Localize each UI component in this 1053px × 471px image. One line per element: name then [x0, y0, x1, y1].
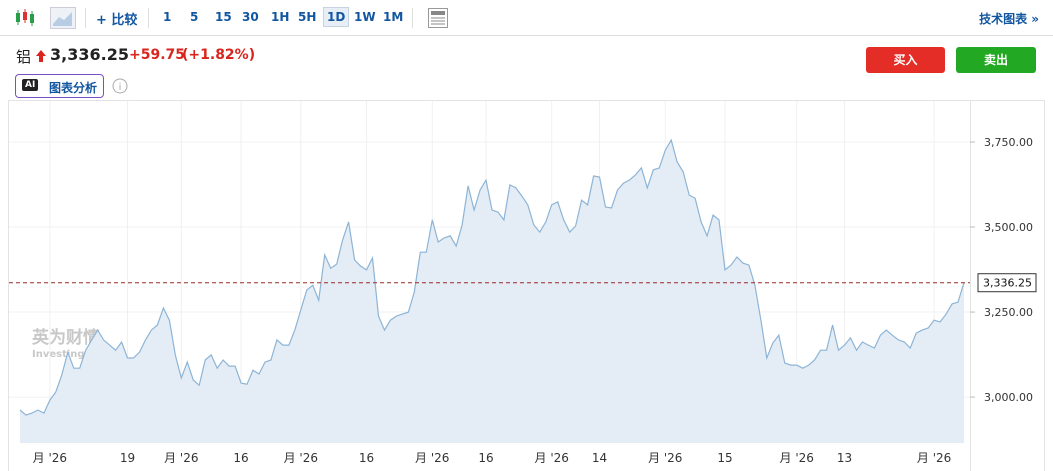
x-tick-label: 月 '26: [33, 451, 67, 465]
interval-button[interactable]: 1W: [354, 10, 376, 24]
info-icon[interactable]: i: [112, 78, 128, 94]
x-tick-label: 月 '26: [164, 451, 198, 465]
area-icon[interactable]: [50, 7, 76, 29]
interval-button[interactable]: 1H: [271, 10, 290, 24]
ai-analysis-button[interactable]: AI 图表分析: [15, 74, 104, 98]
watermark-en: Investing.com: [32, 349, 112, 360]
area-line: [19, 138, 965, 416]
y-tick-label: 3,250.00: [984, 306, 1033, 319]
price: 3,336.25: [50, 45, 129, 64]
x-tick-label: 19: [120, 451, 135, 465]
toolbar-border: [0, 35, 1053, 36]
change-pct: (+1.82%): [182, 47, 256, 63]
watermark-cn: 英为财情: [32, 327, 100, 348]
ai-label: 图表分析: [49, 81, 98, 95]
x-tick-label: 月 '26: [780, 451, 814, 465]
change: +59.75: [129, 47, 186, 63]
layout-icon[interactable]: [428, 8, 448, 28]
up-arrow: [36, 50, 46, 62]
y-tick-label: 3,500.00: [984, 221, 1033, 234]
interval-button[interactable]: 15: [215, 10, 232, 24]
x-tick-label: 15: [717, 451, 732, 465]
interval-button[interactable]: 1D: [323, 7, 350, 27]
ai-badge: AI: [22, 79, 39, 91]
tech-chart-link[interactable]: 技术图表 »: [979, 12, 1039, 26]
instrument-name: 铝: [16, 48, 32, 66]
interval-button[interactable]: 5H: [298, 10, 317, 24]
buy-button[interactable]: 买入: [866, 47, 945, 73]
x-tick-label: 月 '26: [648, 451, 682, 465]
candle-icon[interactable]: [14, 8, 36, 28]
x-tick-label: 月 '26: [284, 451, 318, 465]
y-tick-label: 3,750.00: [984, 136, 1033, 149]
y-tick-label: 3,000.00: [984, 391, 1033, 404]
x-tick-label: 月 '26: [535, 451, 569, 465]
interval-button[interactable]: 1M: [383, 10, 404, 24]
interval-button[interactable]: 1: [163, 10, 172, 24]
interval-button[interactable]: 5: [190, 10, 199, 24]
current-price-label: 3,336.25: [983, 277, 1032, 290]
compare-label: 比较: [111, 13, 138, 28]
svg-text:i: i: [119, 82, 122, 93]
x-tick-label: 16: [478, 451, 493, 465]
compare-button[interactable]: + 比较: [96, 13, 138, 28]
x-tick-label: 月 '26: [917, 451, 951, 465]
current-price-box: [977, 273, 1037, 293]
x-tick-label: 16: [233, 451, 248, 465]
x-tick-label: 14: [592, 451, 607, 465]
area-fill: [20, 140, 964, 443]
interval-button[interactable]: 30: [242, 10, 259, 24]
x-tick-label: 月 '26: [415, 451, 449, 465]
sell-button[interactable]: 卖出: [956, 47, 1036, 73]
x-tick-label: 13: [837, 451, 852, 465]
x-tick-label: 16: [359, 451, 374, 465]
